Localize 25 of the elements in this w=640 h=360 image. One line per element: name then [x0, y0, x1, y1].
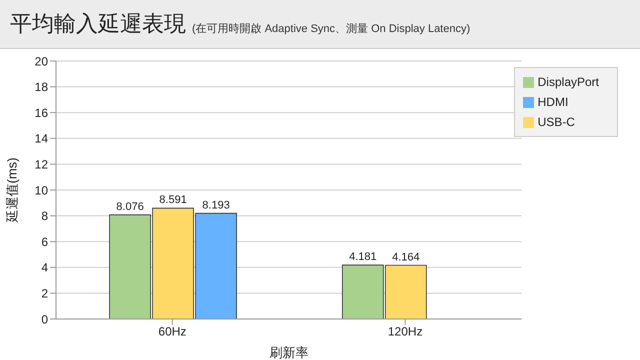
y-tick-label: 2 — [41, 286, 48, 300]
x-tick-label: 60Hz — [158, 324, 186, 339]
data-label: 4.164 — [392, 251, 420, 264]
y-tick-label: 20 — [34, 54, 48, 68]
y-tick-label: 16 — [34, 106, 48, 120]
x-tick-label: 120Hz — [388, 324, 423, 339]
y-axis-title: 延遲值(ms) — [4, 158, 20, 224]
chart-title: 平均輸入延遲表現 — [10, 10, 186, 38]
y-tick-label: 12 — [34, 157, 48, 172]
legend-label: DisplayPort — [538, 75, 599, 89]
data-label: 4.181 — [349, 251, 377, 264]
chart-subtitle: (在可用時開啟 Adaptive Sync、測量 On Display Latency) — [192, 22, 470, 36]
x-axis-title: 刷新率 — [269, 345, 308, 360]
y-tick-label: 10 — [34, 183, 48, 198]
data-label: 8.076 — [116, 200, 144, 213]
y-tick-label: 6 — [41, 234, 48, 249]
data-label: 8.591 — [159, 194, 187, 206]
data-label: 8.193 — [202, 199, 230, 212]
y-tick-label: 0 — [41, 312, 48, 326]
y-tick-label: 8 — [41, 209, 48, 224]
y-tick-label: 18 — [34, 80, 48, 94]
legend-label: USB-C — [538, 115, 575, 129]
legend-label: HDMI — [538, 95, 568, 109]
y-tick-label: 14 — [34, 132, 48, 146]
y-tick-label: 4 — [41, 260, 48, 275]
